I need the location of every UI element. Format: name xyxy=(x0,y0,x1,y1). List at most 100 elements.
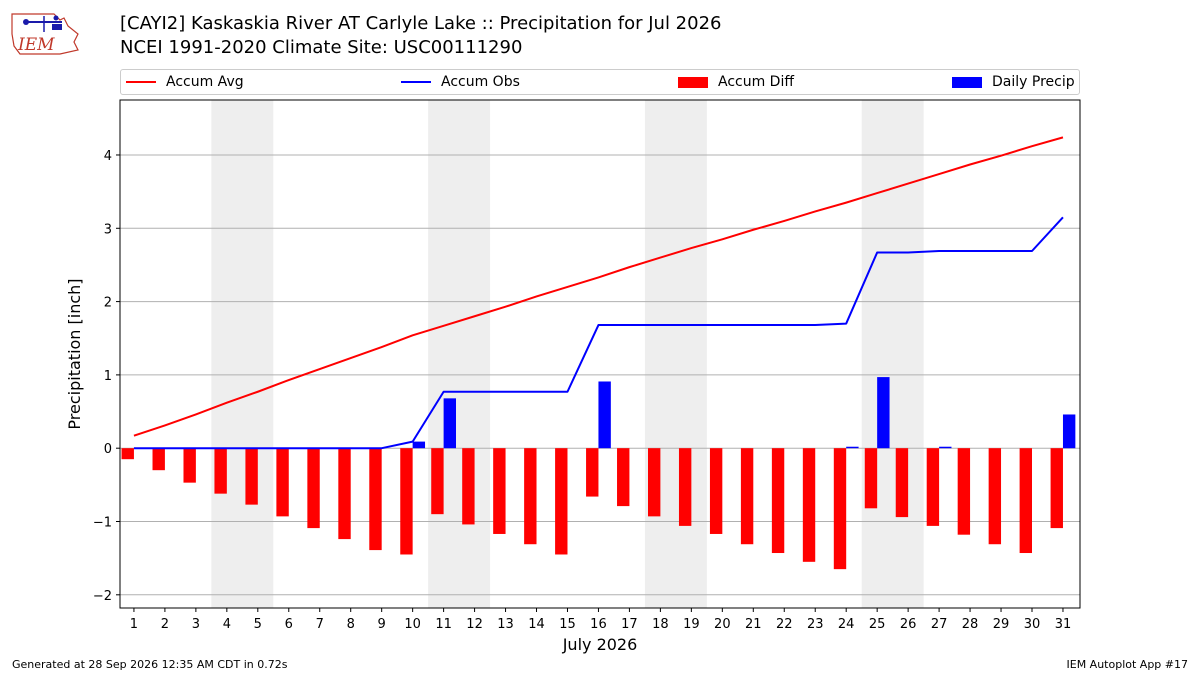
bar-accum-diff-day-23 xyxy=(802,448,816,562)
logo-text: IEM xyxy=(17,35,55,55)
grid-lines xyxy=(120,154,1080,596)
bar-accum-diff-day-31 xyxy=(1050,448,1063,529)
bar-accum-diff-day-14 xyxy=(524,448,537,545)
bar-accum-diff-day-11 xyxy=(431,448,444,515)
legend-item-accum-diff: Accum Diff xyxy=(678,73,794,91)
xtick-label: 4 xyxy=(223,617,231,632)
chart-subtitle: NCEI 1991-2020 Climate Site: USC00111290 xyxy=(120,37,523,58)
xtick-label: 27 xyxy=(931,617,948,632)
legend-label-accum-avg: Accum Avg xyxy=(166,74,244,90)
bar-accum-diff-day-4 xyxy=(214,448,227,494)
shade-band-1 xyxy=(428,100,491,608)
bar-accum-diff-day-2 xyxy=(152,448,165,471)
bar-daily-precip-day-24 xyxy=(846,446,859,449)
plot-frame xyxy=(119,99,1081,609)
bar-accum-diff-day-28 xyxy=(957,448,971,535)
legend-swatch-accum-avg xyxy=(126,81,156,83)
bar-accum-diff-day-20 xyxy=(709,448,723,534)
bar-daily-precip-day-31 xyxy=(1062,414,1076,449)
bar-accum-diff-day-17 xyxy=(617,448,630,507)
ytick-label: 0 xyxy=(104,442,112,457)
line-accum-obs xyxy=(133,216,1064,450)
bar-accum-diff-day-27 xyxy=(926,448,940,526)
xtick-label: 26 xyxy=(900,617,917,632)
bar-accum-diff-day-26 xyxy=(895,448,909,518)
bar-accum-diff-day-6 xyxy=(276,448,289,517)
legend-item-accum-avg: Accum Avg xyxy=(126,73,244,91)
ytick-label: 2 xyxy=(104,296,112,311)
bar-accum-diff-day-16 xyxy=(586,448,599,497)
line-series xyxy=(133,136,1064,450)
xtick-label: 29 xyxy=(993,617,1010,632)
chart-legend: Accum Avg Accum Obs Accum Diff Daily Pre… xyxy=(120,69,1080,95)
xtick-label: 30 xyxy=(1024,617,1041,632)
shade-band-3 xyxy=(861,100,924,608)
xtick-label: 21 xyxy=(745,617,762,632)
shade-band-0 xyxy=(211,100,274,608)
bar-accum-diff-day-13 xyxy=(493,448,506,534)
iem-logo: IEM xyxy=(11,13,79,55)
bar-accum-diff-day-18 xyxy=(648,448,661,517)
xtick-label: 19 xyxy=(683,617,700,632)
bar-accum-diff-day-12 xyxy=(462,448,475,525)
bar-accum-diff-day-24 xyxy=(833,448,847,570)
bar-accum-diff-day-9 xyxy=(369,448,382,551)
weather-instrument-icon xyxy=(23,15,62,32)
xtick-label: 20 xyxy=(714,617,731,632)
bar-accum-diff-day-3 xyxy=(183,448,196,483)
legend-swatch-accum-obs xyxy=(401,81,431,83)
bar-accum-diff-day-1 xyxy=(121,448,134,460)
ytick-label: 4 xyxy=(104,149,112,164)
xtick-label: 5 xyxy=(254,617,262,632)
bar-accum-diff-day-10 xyxy=(400,448,413,555)
bar-daily-precip-day-10 xyxy=(412,441,426,449)
xtick-label: 15 xyxy=(559,617,576,632)
bar-accum-diff-day-15 xyxy=(555,448,568,555)
bar-accum-diff-day-7 xyxy=(307,448,320,529)
xtick-label: 28 xyxy=(962,617,979,632)
xtick-label: 3 xyxy=(192,617,200,632)
bar-accum-diff-day-30 xyxy=(1019,448,1032,554)
xtick-label: 7 xyxy=(316,617,324,632)
xtick-label: 25 xyxy=(869,617,886,632)
weekend-shading xyxy=(211,100,924,608)
xtick-label: 16 xyxy=(590,617,607,632)
xtick-label: 18 xyxy=(652,617,669,632)
ytick-label: −1 xyxy=(93,516,112,531)
y-axis-label: Precipitation [inch] xyxy=(65,278,84,429)
generated-timestamp: Generated at 28 Sep 2026 12:35 AM CDT in… xyxy=(12,658,288,671)
xtick-label: 13 xyxy=(497,617,514,632)
bar-accum-diff-day-8 xyxy=(338,448,351,540)
bar-accum-diff-day-21 xyxy=(740,448,754,545)
bar-accum-diff-day-29 xyxy=(988,448,1002,545)
xtick-label: 14 xyxy=(528,617,545,632)
legend-label-accum-obs: Accum Obs xyxy=(441,74,520,90)
ytick-label: −2 xyxy=(93,589,112,604)
xtick-label: 11 xyxy=(435,617,452,632)
bar-accum-diff-day-5 xyxy=(245,448,258,505)
bar-accum-diff-day-25 xyxy=(864,448,878,509)
shade-band-2 xyxy=(644,100,707,608)
ytick-label: 1 xyxy=(104,369,112,384)
line-accum-avg xyxy=(133,136,1064,437)
xtick-label: 1 xyxy=(130,617,138,632)
legend-item-accum-obs: Accum Obs xyxy=(401,73,520,91)
xtick-label: 23 xyxy=(807,617,824,632)
bar-accum-diff-day-22 xyxy=(771,448,785,554)
xtick-label: 10 xyxy=(404,617,421,632)
legend-label-daily-precip: Daily Precip xyxy=(992,74,1075,90)
legend-swatch-accum-diff xyxy=(678,76,708,88)
x-axis-label: July 2026 xyxy=(562,635,638,654)
bar-daily-precip-day-25 xyxy=(877,377,890,449)
bar-daily-precip-day-11 xyxy=(443,398,456,449)
xtick-label: 24 xyxy=(838,617,855,632)
legend-item-daily-precip: Daily Precip xyxy=(952,73,1075,91)
xtick-label: 9 xyxy=(378,617,386,632)
xtick-label: 31 xyxy=(1055,617,1072,632)
ytick-label: 3 xyxy=(104,222,112,237)
app-credit: IEM Autoplot App #17 xyxy=(1066,658,1189,671)
xtick-label: 12 xyxy=(466,617,483,632)
chart-title: [CAYI2] Kaskaskia River AT Carlyle Lake … xyxy=(120,13,722,34)
